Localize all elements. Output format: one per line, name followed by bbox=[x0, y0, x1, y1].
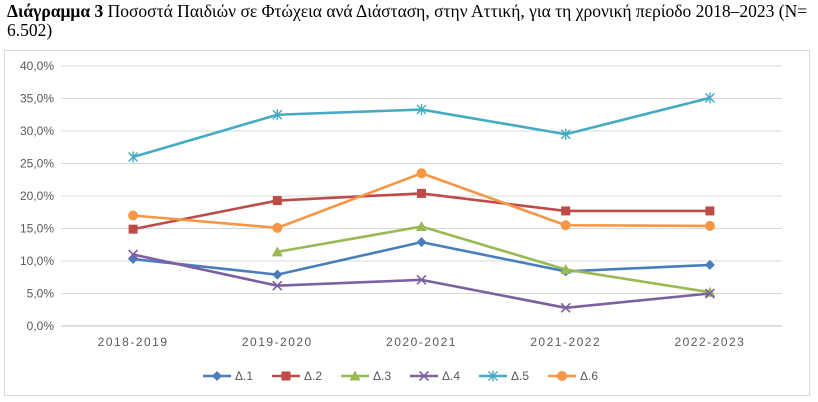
figure-number: Διάγραμμα 3 bbox=[7, 1, 104, 21]
legend-item: Δ.1 bbox=[203, 369, 253, 383]
x-tick-label: 2018-2019 bbox=[98, 335, 169, 349]
figure-title: Ποσοστά Παιδιών σε Φτώχεια ανά Διάσταση,… bbox=[7, 1, 808, 40]
y-tick-label: 40,0% bbox=[20, 59, 54, 73]
data-point bbox=[128, 224, 138, 234]
legend-label: Δ.6 bbox=[580, 369, 598, 383]
series-line bbox=[132, 253, 711, 310]
data-point bbox=[272, 280, 283, 291]
series-6 bbox=[128, 168, 715, 233]
legend-label: Δ.4 bbox=[442, 369, 460, 383]
data-point bbox=[416, 104, 427, 116]
y-tick-label: 20,0% bbox=[20, 189, 54, 203]
legend-label: Δ.3 bbox=[373, 369, 391, 383]
data-point bbox=[128, 254, 139, 265]
x-tick-label: 2019-2020 bbox=[242, 335, 313, 349]
legend-item: Δ.4 bbox=[410, 369, 460, 383]
y-tick-label: 5,0% bbox=[27, 287, 55, 301]
legend-label: Δ.5 bbox=[511, 369, 529, 383]
y-tick-label: 35,0% bbox=[20, 92, 54, 106]
legend-marker bbox=[281, 371, 291, 381]
data-point bbox=[416, 237, 427, 248]
legend-marker bbox=[349, 370, 361, 381]
series-5 bbox=[128, 92, 715, 163]
series-2 bbox=[128, 188, 715, 234]
data-point bbox=[272, 269, 283, 280]
data-point bbox=[417, 188, 426, 198]
data-point bbox=[705, 206, 715, 216]
data-point bbox=[416, 221, 427, 232]
y-tick-label: 10,0% bbox=[20, 254, 54, 268]
legend-marker bbox=[557, 371, 567, 381]
legend-item: Δ.5 bbox=[479, 369, 529, 383]
series-line bbox=[277, 225, 711, 294]
data-point bbox=[128, 210, 139, 221]
legend-item: Δ.2 bbox=[272, 369, 322, 383]
data-point bbox=[416, 274, 427, 285]
series-4 bbox=[128, 249, 715, 313]
data-point bbox=[560, 220, 571, 231]
data-point bbox=[560, 302, 571, 313]
legend: Δ.1 Δ.2 Δ.3 Δ.4 Δ.5 Δ.6 bbox=[203, 369, 598, 383]
y-tick-label: 0,0% bbox=[27, 319, 55, 333]
data-point bbox=[561, 206, 571, 216]
x-tick-label: 2021-2022 bbox=[530, 335, 601, 349]
series-lines bbox=[128, 92, 716, 313]
legend-item: Δ.6 bbox=[548, 369, 598, 383]
x-tick-label: 2022-2023 bbox=[674, 335, 745, 349]
legend-item: Δ.3 bbox=[341, 369, 391, 383]
x-tick-label: 2020-2021 bbox=[386, 335, 457, 349]
legend-marker bbox=[418, 370, 430, 382]
data-point bbox=[704, 220, 715, 231]
series-line bbox=[132, 171, 710, 230]
series-3 bbox=[271, 221, 716, 297]
data-point bbox=[272, 109, 283, 121]
data-point bbox=[272, 222, 283, 233]
y-tick-label: 25,0% bbox=[20, 157, 54, 171]
data-point bbox=[128, 249, 139, 260]
data-point bbox=[416, 168, 427, 179]
data-point bbox=[271, 246, 283, 257]
x-axis-ticks: 2018-2019 2019-2020 2020-2021 2021-2022 2022… bbox=[98, 335, 745, 349]
data-point bbox=[560, 263, 572, 274]
data-point bbox=[128, 151, 139, 163]
data-point bbox=[272, 196, 282, 206]
legend-marker bbox=[488, 370, 498, 382]
legend-marker bbox=[212, 371, 222, 381]
data-point bbox=[560, 128, 571, 140]
y-tick-label: 15,0% bbox=[20, 222, 54, 236]
y-tick-label: 30,0% bbox=[20, 124, 54, 138]
data-point bbox=[704, 259, 715, 270]
data-point bbox=[704, 288, 715, 299]
data-point bbox=[704, 92, 715, 104]
legend-label: Δ.1 bbox=[235, 369, 253, 383]
legend-label: Δ.2 bbox=[304, 369, 322, 383]
figure-caption: Διάγραμμα 3 Ποσοστά Παιδιών σε Φτώχεια α… bbox=[7, 2, 813, 40]
y-axis-ticks: 0,0% 5,0% 10,0% 15,0% 20,0% 25,0% 30,0% 35,0% 40… bbox=[20, 59, 54, 333]
